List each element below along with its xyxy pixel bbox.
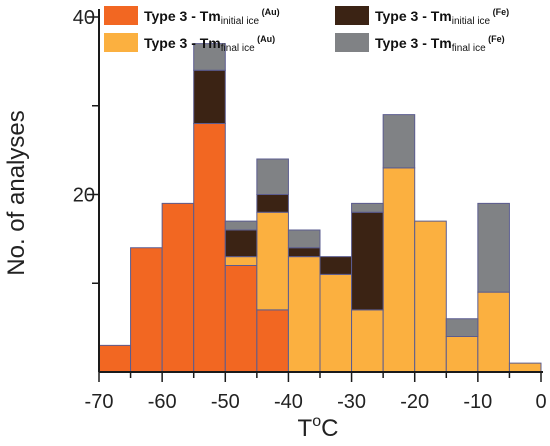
x-tick-label: 0 <box>535 391 546 413</box>
bar-final-au <box>224 256 258 266</box>
x-axis-title: ToC <box>298 413 339 442</box>
bar-final-au <box>508 362 542 373</box>
legend-swatch-final-au <box>104 33 138 52</box>
bar-final-fe <box>224 220 258 231</box>
x-axis-title-main: T <box>298 415 313 442</box>
bar-final-au <box>256 211 289 311</box>
bar-final-fe <box>193 43 226 71</box>
x-tick-label: -10 <box>463 391 492 413</box>
bar-initial-au <box>130 247 163 373</box>
bar-initial-au <box>224 265 258 373</box>
legend-label: Type 3 - Tminitial ice (Au) <box>144 7 280 27</box>
bar-final-au <box>287 256 321 373</box>
bar-initial-au <box>193 123 226 373</box>
y-tick-label: 20 <box>73 185 95 207</box>
legend-label: Type 3 - Tmfinal ice (Au) <box>144 34 275 54</box>
y-tick-label: 40 <box>73 7 95 29</box>
axes-layer: -70 -60 -50 -40 -30 -20 -10 0 20 40 <box>73 7 547 413</box>
x-axis-title-unit: C <box>321 415 338 442</box>
bar-final-au <box>445 336 479 373</box>
bar-final-au <box>477 291 510 373</box>
legend-label: Type 3 - Tmfinal ice (Fe) <box>375 34 505 54</box>
bar-initial-fe <box>351 211 384 311</box>
bar-initial-fe <box>256 194 289 213</box>
legend-swatch-initial-fe <box>335 6 369 25</box>
bar-initial-fe <box>224 229 258 258</box>
x-tick-label: -70 <box>85 391 114 413</box>
x-tick-label: -60 <box>148 391 177 413</box>
bar-final-fe <box>256 158 289 195</box>
x-axis-title-degree: o <box>312 413 321 430</box>
axis-labels: No. of analyses ToC <box>3 110 338 442</box>
bar-final-fe <box>351 202 384 213</box>
bar-initial-au <box>98 344 132 373</box>
bar-initial-au <box>161 202 195 373</box>
x-tick-label: -20 <box>400 391 429 413</box>
x-tick-label: -40 <box>274 391 303 413</box>
x-tick-label: -50 <box>211 391 240 413</box>
bar-final-fe <box>445 318 479 337</box>
legend-swatch-final-fe <box>335 33 369 52</box>
bar-final-fe <box>287 229 321 249</box>
bar-final-au <box>319 273 353 373</box>
bar-final-au <box>382 167 416 373</box>
bar-final-fe <box>477 202 510 293</box>
bar-initial-fe <box>319 256 353 275</box>
bar-final-au <box>351 309 384 373</box>
bar-final-au <box>414 220 447 373</box>
x-tick-label: -30 <box>337 391 366 413</box>
bar-final-fe <box>382 114 416 169</box>
y-axis-title: No. of analyses <box>3 110 30 275</box>
bar-initial-fe <box>287 247 321 258</box>
bars-layer <box>98 43 542 373</box>
bar-initial-fe <box>193 69 226 124</box>
legend-swatch-initial-au <box>104 6 138 25</box>
bar-initial-au <box>256 309 289 373</box>
legend: Type 3 - Tminitial ice (Au) Type 3 - Tmfi… <box>104 6 509 54</box>
legend-label: Type 3 - Tminitial ice (Fe) <box>375 7 509 27</box>
